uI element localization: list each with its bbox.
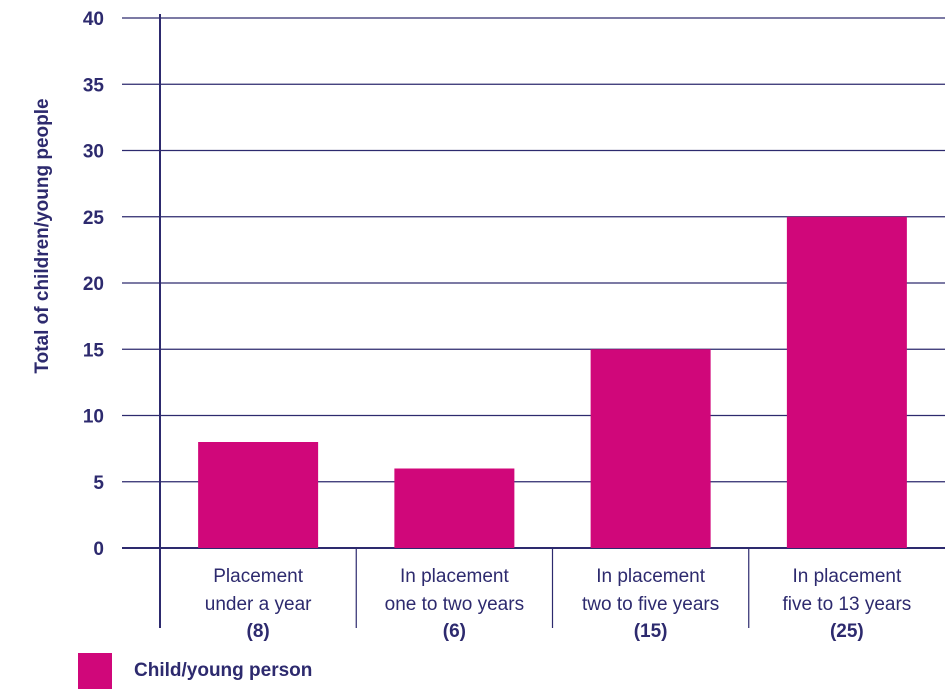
bar — [590, 349, 711, 548]
x-tick-label: In placement — [792, 566, 902, 587]
x-tick-label: one to two years — [385, 594, 524, 615]
bar-chart: 0 5 10 15 20 25 30 35 40 Placement under a year (8… — [32, 9, 945, 642]
x-tick-label: In placement — [400, 566, 510, 587]
data-label: (8) — [247, 621, 270, 642]
data-label: (15) — [634, 621, 668, 642]
x-category-labels: Placement under a year (8) In placement one … — [205, 566, 912, 642]
x-tick-label: In placement — [596, 566, 706, 587]
axes — [159, 14, 750, 628]
y-tick-label: 15 — [83, 340, 105, 361]
legend-swatch — [78, 653, 112, 689]
bars — [198, 216, 907, 548]
y-tick-label: 10 — [83, 407, 104, 428]
data-label: (6) — [443, 621, 466, 642]
y-tick-label: 40 — [83, 9, 104, 30]
x-tick-label: under a year — [205, 594, 312, 615]
x-tick-label: Placement — [213, 566, 303, 587]
x-tick-label: two to five years — [582, 594, 719, 615]
y-tick-label: 25 — [83, 208, 105, 229]
legend: Child/young person — [78, 653, 312, 689]
y-tick-label: 20 — [83, 274, 104, 295]
y-tick-label: 30 — [83, 142, 104, 163]
bar — [198, 442, 319, 548]
data-label: (25) — [830, 621, 864, 642]
y-tick-label: 0 — [93, 539, 104, 560]
y-axis-label: Total of children/young people — [32, 98, 53, 373]
legend-label: Child/young person — [134, 660, 313, 681]
bar — [394, 468, 515, 548]
y-tick-label: 5 — [93, 473, 104, 494]
y-tick-label: 35 — [83, 75, 105, 96]
y-tick-labels: 0 5 10 15 20 25 30 35 40 — [83, 9, 105, 560]
x-tick-label: five to 13 years — [782, 594, 911, 615]
bar — [786, 216, 907, 548]
